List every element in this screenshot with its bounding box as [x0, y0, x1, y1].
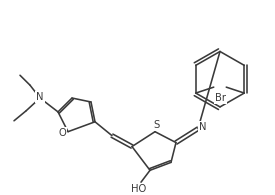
Text: O: O — [58, 128, 66, 138]
Text: S: S — [153, 120, 159, 130]
Text: Br: Br — [214, 93, 225, 103]
Text: N: N — [199, 122, 207, 132]
Text: HO: HO — [131, 184, 147, 194]
Text: N: N — [36, 92, 44, 102]
